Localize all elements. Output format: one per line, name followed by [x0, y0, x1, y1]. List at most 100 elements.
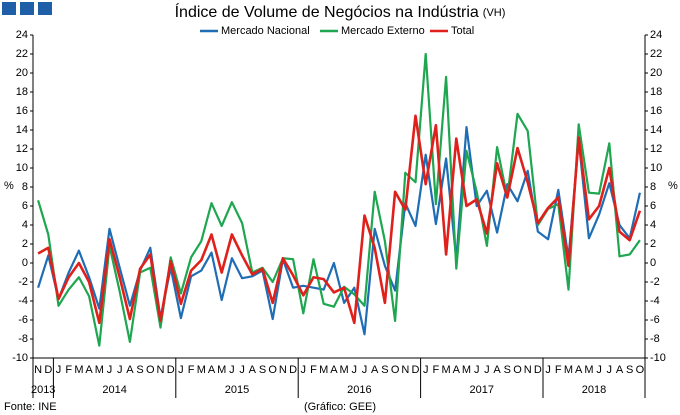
legend-label: Total [451, 25, 474, 37]
x-tick-label: J [301, 364, 307, 376]
x-tick-label: D [534, 364, 542, 376]
x-tick-label: S [504, 364, 511, 376]
y-tick-label: -4 [18, 295, 28, 307]
x-tick-label: M [462, 364, 471, 376]
x-tick-label: M [584, 364, 593, 376]
x-tick-label: D [412, 364, 420, 376]
x-tick-label: J [545, 364, 551, 376]
x-tick-label: A [575, 364, 583, 376]
source: Fonte: INE [4, 401, 57, 413]
y-tick-label: 0 [22, 257, 28, 269]
x-tick-label: F [188, 364, 195, 376]
x-tick-label: F [310, 364, 317, 376]
y-tick-label: -10 [12, 352, 28, 364]
x-tick-label: S [136, 364, 143, 376]
year-label: 2018 [582, 384, 606, 396]
x-tick-label: O [391, 364, 400, 376]
year-label: 2013 [31, 384, 55, 396]
y-tick-label: 8 [22, 181, 28, 193]
y-tick-label: 18 [16, 86, 28, 98]
x-tick-label: N [157, 364, 165, 376]
year-label: 2015 [225, 384, 249, 396]
x-tick-label: F [555, 364, 562, 376]
logo-block [20, 2, 34, 15]
y2-tick-label: 8 [650, 181, 656, 193]
y2-tick-label: 14 [650, 124, 662, 136]
legend-label: Mercado Externo [341, 25, 425, 37]
logo-block [38, 2, 52, 15]
x-tick-label: J [352, 364, 358, 376]
x-tick-label: J [596, 364, 602, 376]
x-tick-label: M [442, 364, 451, 376]
logo-block [2, 2, 16, 15]
x-tick-label: J [484, 364, 490, 376]
x-tick-label: D [44, 364, 52, 376]
y2-tick-label: 20 [650, 67, 662, 79]
year-label: 2016 [347, 384, 371, 396]
x-tick-label: J [178, 364, 184, 376]
series-line [37, 114, 642, 325]
y2-tick-label: 6 [650, 200, 656, 212]
y2-tick-label: 10 [650, 162, 662, 174]
x-tick-label: D [167, 364, 175, 376]
chart-title-group: Índice de Volume de Negócios na Indústri… [175, 2, 506, 21]
x-tick-label: M [319, 364, 328, 376]
legend-label: Mercado Nacional [221, 25, 310, 37]
x-tick-label: S [381, 364, 388, 376]
x-tick-label: J [56, 364, 62, 376]
x-tick-label: O [268, 364, 277, 376]
x-tick-label: J [474, 364, 480, 376]
y2-tick-label: 12 [650, 143, 662, 155]
x-tick-label: O [636, 364, 645, 376]
y-tick-label: 2 [22, 238, 28, 250]
x-tick-label: A [453, 364, 461, 376]
x-tick-label: A [249, 364, 257, 376]
x-tick-label: F [433, 364, 440, 376]
y-tick-label: 24 [16, 29, 28, 41]
y-tick-label: -6 [18, 314, 28, 326]
y2-tick-label: 16 [650, 105, 662, 117]
x-tick-label: J [107, 364, 113, 376]
x-tick-label: F [65, 364, 72, 376]
y2-tick-label: 4 [650, 219, 656, 231]
y-tick-label: 12 [16, 143, 28, 155]
y-tick-label: 16 [16, 105, 28, 117]
y2-tick-label: 0 [650, 257, 656, 269]
series-line [37, 126, 641, 336]
x-tick-label: A [330, 364, 338, 376]
x-tick-label: M [95, 364, 104, 376]
y2-tick-label: 18 [650, 86, 662, 98]
year-label: 2014 [102, 384, 126, 396]
x-tick-label: A [371, 364, 379, 376]
y-tick-label: -8 [18, 333, 28, 345]
credit: (Gráfico: GEE) [304, 401, 376, 413]
y2-tick-label: 2 [650, 238, 656, 250]
y-label-right: % [668, 180, 678, 192]
x-tick-label: N [279, 364, 287, 376]
y2-tick-label: -10 [650, 352, 666, 364]
y2-tick-label: -4 [650, 295, 660, 307]
y2-tick-label: 24 [650, 29, 662, 41]
x-tick-label: N [401, 364, 409, 376]
y-tick-label: 22 [16, 48, 28, 60]
x-tick-label: A [493, 364, 501, 376]
x-tick-label: M [340, 364, 349, 376]
x-tick-label: D [289, 364, 297, 376]
y-tick-label: -2 [18, 276, 28, 288]
y2-tick-label: 22 [650, 48, 662, 60]
x-tick-label: N [524, 364, 532, 376]
x-tick-label: J [117, 364, 123, 376]
x-tick-label: S [626, 364, 633, 376]
x-tick-label: A [85, 364, 93, 376]
y-tick-label: 4 [22, 219, 28, 231]
y-tick-label: 14 [16, 124, 28, 136]
x-tick-label: N [34, 364, 42, 376]
x-tick-label: A [208, 364, 216, 376]
x-tick-label: M [197, 364, 206, 376]
chart-title: Índice de Volume de Negócios na Indústri… [175, 2, 479, 21]
x-tick-label: A [126, 364, 134, 376]
year-label: 2017 [470, 384, 494, 396]
y2-tick-label: -2 [650, 276, 660, 288]
x-tick-label: S [259, 364, 266, 376]
